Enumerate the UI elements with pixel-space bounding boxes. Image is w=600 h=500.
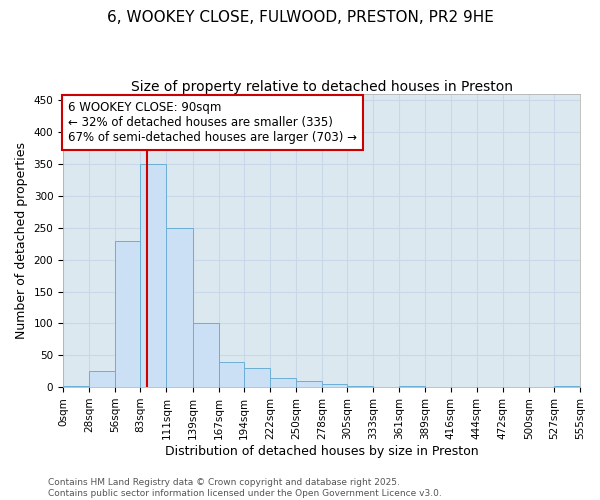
Title: Size of property relative to detached houses in Preston: Size of property relative to detached ho…: [131, 80, 512, 94]
Bar: [140, 164, 166, 387]
Text: 6, WOOKEY CLOSE, FULWOOD, PRESTON, PR2 9HE: 6, WOOKEY CLOSE, FULWOOD, PRESTON, PR2 9…: [107, 10, 493, 25]
Bar: [554, 386, 580, 387]
Bar: [347, 386, 373, 387]
Bar: [218, 362, 244, 387]
Bar: [399, 386, 425, 387]
Text: Contains HM Land Registry data © Crown copyright and database right 2025.
Contai: Contains HM Land Registry data © Crown c…: [48, 478, 442, 498]
Bar: [244, 368, 270, 387]
Bar: [270, 378, 296, 387]
Text: 6 WOOKEY CLOSE: 90sqm
← 32% of detached houses are smaller (335)
67% of semi-det: 6 WOOKEY CLOSE: 90sqm ← 32% of detached …: [68, 102, 357, 144]
Bar: [296, 380, 322, 387]
Bar: [322, 384, 347, 387]
Bar: [63, 386, 89, 387]
Bar: [193, 324, 218, 387]
X-axis label: Distribution of detached houses by size in Preston: Distribution of detached houses by size …: [165, 444, 478, 458]
Bar: [89, 371, 115, 387]
Bar: [166, 228, 193, 387]
Y-axis label: Number of detached properties: Number of detached properties: [15, 142, 28, 339]
Bar: [115, 240, 140, 387]
